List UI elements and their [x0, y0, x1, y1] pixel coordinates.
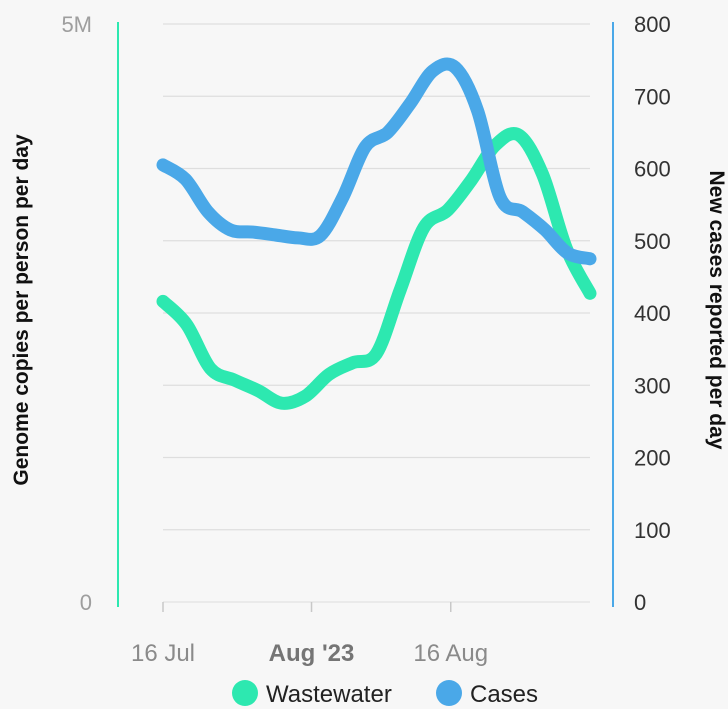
legend-item-cases[interactable]: Cases: [436, 680, 538, 708]
x-tick-label: 16 Aug: [413, 640, 488, 667]
series-line-cases: [156, 57, 597, 266]
tick-labels: 0 100 200 300 400 500 600 700 800 0 5M 16 Jul Aug '2…: [61, 12, 670, 667]
y-right-tick-label: 400: [634, 301, 671, 326]
y-right-tick-label: 800: [634, 12, 671, 37]
y-left-tick-label: 5M: [61, 12, 92, 37]
y-right-tick-label: 700: [634, 84, 671, 109]
y-right-tick-label: 500: [634, 229, 671, 254]
series-layer: [156, 57, 597, 410]
y-right-tick-label: 200: [634, 446, 671, 471]
y-right-tick-label: 0: [634, 590, 646, 615]
legend-cases-label: Cases: [470, 681, 538, 708]
y-right-tick-label: 100: [634, 518, 671, 543]
legend-wastewater-swatch: [232, 680, 258, 706]
legend-cases-swatch: [436, 680, 462, 706]
y-right-tick-label: 300: [634, 373, 671, 398]
legend: Wastewater Cases: [232, 680, 538, 708]
legend-item-wastewater[interactable]: Wastewater: [232, 680, 392, 708]
x-tick-label: 16 Jul: [131, 640, 195, 667]
legend-wastewater-label: Wastewater: [266, 681, 392, 708]
y-axis-left-title: Genome copies per person per day: [10, 134, 33, 486]
x-tick-label: Aug '23: [269, 640, 355, 667]
y-right-tick-label: 600: [634, 157, 671, 182]
y-axis-right-title: New cases reported per day: [705, 171, 728, 450]
gridlines: [163, 23, 590, 531]
series-line-wastewater: [156, 127, 597, 410]
y-left-tick-label: 0: [80, 590, 92, 615]
